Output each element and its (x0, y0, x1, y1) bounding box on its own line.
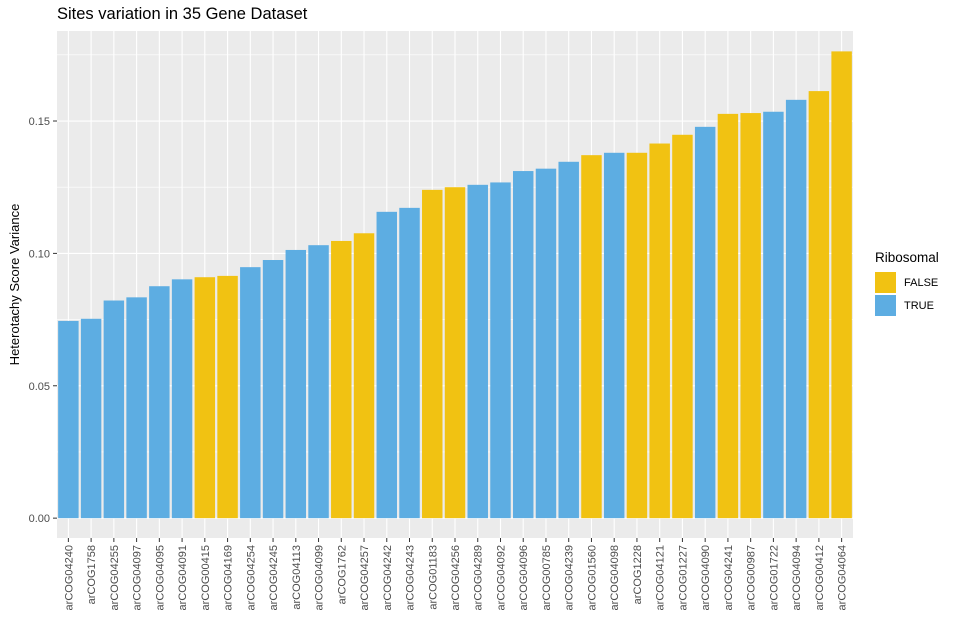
legend-title: Ribosomal (875, 250, 939, 265)
x-tick-label: arCOG04090 (700, 545, 712, 610)
bar-arCOG04256 (444, 187, 466, 519)
bars (58, 51, 852, 519)
x-tick-label: arCOG04121 (655, 545, 667, 610)
bar-arCOG04255 (103, 300, 125, 519)
chart-title: Sites variation in 35 Gene Dataset (57, 5, 308, 23)
legend-swatch-true (875, 295, 896, 316)
bar-arCOG04239 (558, 161, 579, 519)
bar-arCOG04240 (58, 320, 79, 519)
x-tick-label: arCOG04254 (245, 545, 257, 610)
legend: Ribosomal FALSE TRUE (875, 250, 939, 317)
bar-arCOG1762 (331, 240, 352, 519)
x-tick-label: arCOG00987 (746, 545, 758, 610)
x-tick-label: arCOG1762 (336, 545, 348, 604)
y-axis: 0.00 0.05 0.10 0.15 (29, 116, 57, 525)
bar-arCOG00412 (808, 91, 830, 519)
x-tick-label: arCOG04256 (450, 545, 462, 610)
bar-arCOG04092 (490, 182, 511, 519)
bar-arCOG04242 (376, 211, 398, 519)
bar-arCOG04091 (171, 279, 193, 519)
bar-arCOG00415 (194, 277, 216, 519)
bar-arCOG04098 (603, 152, 625, 519)
bar-arCOG04289 (467, 184, 488, 519)
y-tick-label: 0.00 (29, 513, 50, 525)
x-tick-label: arCOG00415 (200, 545, 212, 610)
bar-arCOG04169 (217, 275, 238, 519)
bar-arCOG04096 (512, 171, 534, 519)
bar-arCOG01227 (672, 134, 693, 519)
bar-arCOG1228 (626, 152, 648, 519)
x-tick-label: arCOG04241 (723, 545, 735, 610)
bar-arCOG00987 (740, 113, 761, 519)
bar-arCOG04113 (285, 249, 307, 519)
x-tick-label: arCOG04243 (405, 545, 417, 610)
x-tick-label: arCOG04097 (132, 545, 144, 610)
bar-arCOG1758 (80, 318, 102, 519)
bar-arCOG01560 (581, 155, 602, 519)
x-tick-label: arCOG04098 (609, 545, 621, 610)
bar-arCOG04094 (785, 99, 807, 519)
legend-swatch-false (875, 272, 896, 293)
bar-arCOG04121 (649, 143, 670, 519)
y-axis-title: Heterotachy Score Variance (7, 204, 22, 366)
x-tick-label: arCOG01183 (427, 545, 439, 610)
bar-arCOG04245 (262, 260, 284, 519)
bar-arCOG04097 (126, 297, 147, 519)
x-axis: arCOG04240 arCOG1758 arCOG04255 arCOG04097 a… (63, 538, 849, 610)
bar-arCOG00785 (535, 168, 557, 519)
x-tick-label: arCOG00785 (541, 545, 553, 610)
legend-label-false: FALSE (904, 276, 939, 289)
legend-label-true: TRUE (904, 299, 934, 312)
bar-arCOG04254 (240, 267, 261, 519)
x-tick-label: arCOG04064 (837, 545, 849, 610)
x-tick-label: arCOG04255 (109, 545, 121, 610)
bar-arCOG04064 (831, 51, 852, 519)
x-tick-label: arCOG04113 (291, 545, 303, 610)
bar-arCOG04099 (308, 245, 329, 519)
x-tick-label: arCOG04096 (518, 545, 530, 610)
legend-item-false: FALSE (875, 271, 939, 294)
bar-arCOG04243 (399, 207, 420, 519)
legend-item-true: TRUE (875, 294, 939, 317)
x-tick-label: arCOG04239 (564, 545, 576, 610)
x-tick-label: arCOG01560 (586, 545, 598, 610)
x-tick-label: arCOG01227 (677, 545, 689, 610)
x-tick-label: arCOG1228 (632, 545, 644, 604)
x-tick-label: arCOG04091 (177, 545, 189, 610)
x-tick-label: arCOG04095 (154, 545, 166, 610)
bar-arCOG01183 (422, 189, 443, 519)
bar-arCOG04241 (717, 113, 739, 519)
x-tick-label: arCOG04092 (495, 545, 507, 610)
x-tick-label: arCOG01722 (768, 545, 780, 610)
x-tick-label: arCOG04257 (359, 545, 371, 610)
bar-arCOG04090 (694, 126, 716, 519)
bar-arCOG01722 (763, 111, 784, 519)
bar-arCOG04257 (353, 233, 375, 519)
y-tick-label: 0.15 (29, 116, 50, 128)
x-tick-label: arCOG04289 (473, 545, 485, 610)
x-tick-label: arCOG04169 (223, 545, 235, 610)
x-tick-label: arCOG1758 (86, 545, 98, 604)
x-tick-label: arCOG04094 (791, 545, 803, 610)
x-tick-label: arCOG04099 (314, 545, 326, 610)
x-tick-label: arCOG00412 (814, 545, 826, 610)
x-tick-label: arCOG04245 (268, 545, 280, 610)
bar-arCOG04095 (149, 286, 170, 519)
y-tick-label: 0.05 (29, 381, 50, 393)
x-tick-label: arCOG04242 (382, 545, 394, 610)
x-tick-label: arCOG04240 (63, 545, 75, 610)
y-tick-label: 0.10 (29, 248, 50, 260)
